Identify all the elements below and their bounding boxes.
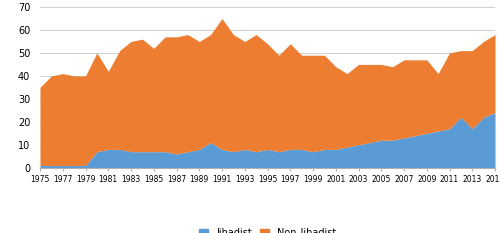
Legend: Jihadist, Non-Jihadist: Jihadist, Non-Jihadist (194, 224, 340, 233)
